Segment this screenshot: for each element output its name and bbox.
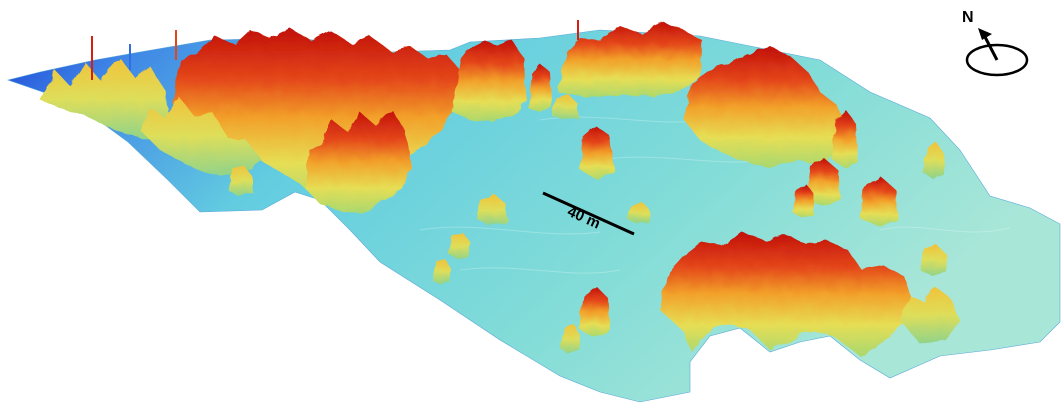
canopy-cluster-center-west <box>305 110 412 214</box>
canopy-cluster-northeast <box>684 46 846 168</box>
canopy-tree-east-1 <box>806 158 840 206</box>
canopy-tree-small-1 <box>528 64 552 112</box>
north-arrow-shaft <box>982 34 999 61</box>
canopy-shrub-3 <box>432 258 450 284</box>
canopy-fringe-southeast <box>900 286 960 344</box>
canopy-shrub-4 <box>628 202 650 224</box>
north-arrow: N <box>962 9 1029 77</box>
canopy-shrub-6 <box>920 244 946 276</box>
canopy-shrub-7 <box>552 94 578 120</box>
canopy-tree-small-2 <box>832 110 858 168</box>
north-arrow-label: N <box>962 9 974 26</box>
north-arrow-head <box>978 28 992 40</box>
canopy-spikes-west <box>91 20 579 80</box>
canopy-tree-south-2 <box>560 324 580 354</box>
canopy-tree-east-3 <box>792 184 814 218</box>
canopy-shrub-2 <box>448 232 470 260</box>
north-arrow-icon <box>965 43 1029 77</box>
canopy-tree-isolated-center <box>580 126 614 180</box>
canopy-tree-east-2 <box>860 176 898 226</box>
canopy-shrub-5 <box>228 166 252 196</box>
canopy-fringe-northwest <box>140 96 262 176</box>
canopy-cluster-north-center <box>452 40 526 122</box>
canopy-tree-south-1 <box>578 286 610 338</box>
canopy-shrub-1 <box>476 194 508 226</box>
canopy-cluster-north <box>558 22 702 98</box>
scale-bar-line <box>542 191 635 236</box>
canopy-cluster-west <box>40 58 170 140</box>
canopy-tree-east-4 <box>922 142 944 178</box>
canopy-cluster-southeast <box>660 232 912 356</box>
